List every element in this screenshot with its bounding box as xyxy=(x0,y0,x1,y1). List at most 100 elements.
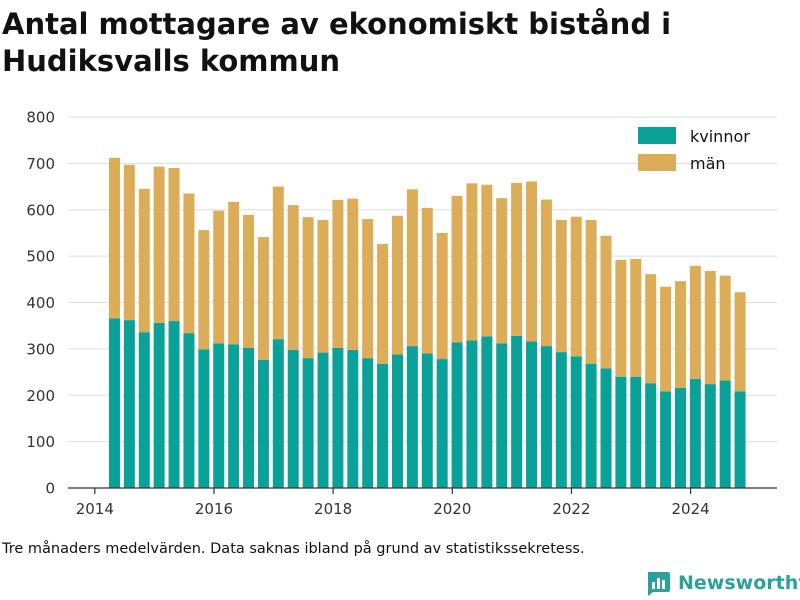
bar-man xyxy=(377,244,389,364)
bar-kvinnor xyxy=(451,342,463,488)
bar-kvinnor xyxy=(377,363,389,488)
bar-kvinnor xyxy=(228,344,240,488)
bar-man xyxy=(555,219,567,353)
brand-name: Newsworthy xyxy=(678,572,800,594)
bar-kvinnor xyxy=(555,352,567,488)
bar-man xyxy=(689,265,701,380)
bar-kvinnor xyxy=(526,341,538,488)
bar-kvinnor xyxy=(362,358,374,488)
bar-kvinnor xyxy=(183,333,195,488)
bar-man xyxy=(108,157,120,319)
y-tick-label: 800 xyxy=(26,109,55,127)
y-tick-label: 0 xyxy=(45,480,55,498)
bar-man xyxy=(391,215,403,355)
bar-man xyxy=(153,166,165,323)
bar-kvinnor xyxy=(421,353,433,488)
x-tick-label: 2018 xyxy=(314,500,352,518)
bar-man xyxy=(451,195,463,343)
y-tick-label: 600 xyxy=(26,201,55,219)
bar-kvinnor xyxy=(138,332,150,488)
bar-kvinnor xyxy=(481,336,493,488)
bar-man xyxy=(630,258,642,377)
bar-kvinnor xyxy=(704,384,716,488)
bar-kvinnor xyxy=(511,335,523,488)
bar-man xyxy=(481,184,493,337)
bar-man xyxy=(168,168,180,322)
bar-kvinnor xyxy=(645,383,657,488)
bar-kvinnor xyxy=(243,347,255,488)
bar-kvinnor xyxy=(689,379,701,488)
bar-man xyxy=(362,219,374,359)
bar-kvinnor xyxy=(168,321,180,488)
bar-man xyxy=(540,199,552,347)
bar-chart-icon xyxy=(648,572,670,596)
bar-man xyxy=(600,235,612,369)
bar-man xyxy=(585,219,597,364)
chart-title: Antal mottagare av ekonomiskt bistånd i … xyxy=(2,7,672,78)
bar-man xyxy=(213,210,225,344)
brand-logo: Newsworthy xyxy=(645,570,800,596)
footnote: Tre månaders medelvärden. Data saknas ib… xyxy=(2,541,585,557)
bar-kvinnor xyxy=(213,343,225,488)
bar-kvinnor xyxy=(630,376,642,488)
bar-kvinnor xyxy=(153,322,165,488)
bar-man xyxy=(287,205,299,350)
y-tick-label: 700 xyxy=(26,155,55,173)
bar-kvinnor xyxy=(615,376,627,488)
bar-kvinnor xyxy=(198,349,210,488)
bar-kvinnor xyxy=(570,356,582,488)
bar-man xyxy=(734,292,746,392)
bar-man xyxy=(615,259,627,377)
bar-man xyxy=(228,201,240,345)
bar-kvinnor xyxy=(734,391,746,488)
legend: kvinnor män xyxy=(638,127,750,173)
y-tick-label: 400 xyxy=(26,294,55,312)
bar-kvinnor xyxy=(585,363,597,488)
legend-swatch-man xyxy=(638,154,676,171)
bar-man xyxy=(660,286,672,392)
bar-man xyxy=(272,186,284,340)
x-axis: 2014 2016 2018 2020 2022 2024 xyxy=(68,487,777,518)
bar-man xyxy=(645,274,657,384)
bar-kvinnor xyxy=(600,368,612,488)
y-tick-label: 100 xyxy=(26,433,55,451)
bar-man xyxy=(406,189,418,347)
bar-man xyxy=(347,198,359,350)
bar-man xyxy=(570,216,582,357)
bar-kvinnor xyxy=(108,318,120,488)
bar-man xyxy=(123,164,135,321)
x-tick-label: 2016 xyxy=(195,500,233,518)
bar-man xyxy=(198,230,210,350)
bar-kvinnor xyxy=(332,347,344,488)
bar-kvinnor xyxy=(302,358,314,488)
bar-kvinnor xyxy=(347,349,359,488)
bar-kvinnor xyxy=(660,391,672,488)
bar-kvinnor xyxy=(272,339,284,488)
bar-man xyxy=(317,219,329,353)
y-tick-label: 200 xyxy=(26,387,55,405)
bar-kvinnor xyxy=(496,343,508,488)
bars xyxy=(108,157,746,488)
bar-kvinnor xyxy=(436,359,448,488)
x-tick-label: 2022 xyxy=(552,500,590,518)
bar-kvinnor xyxy=(391,354,403,488)
bar-kvinnor xyxy=(406,346,418,488)
bar-man xyxy=(466,183,478,341)
y-tick-label: 500 xyxy=(26,248,55,266)
bar-man xyxy=(183,193,195,334)
legend-label-kvinnor: kvinnor xyxy=(690,127,750,146)
y-axis: 0 100 200 300 400 500 600 700 800 xyxy=(26,109,55,498)
bar-kvinnor xyxy=(257,360,269,488)
y-tick-label: 300 xyxy=(26,340,55,358)
x-tick-label: 2020 xyxy=(433,500,471,518)
bar-man xyxy=(436,232,448,360)
bar-man xyxy=(421,207,433,354)
bar-man xyxy=(704,270,716,385)
x-tick-label: 2014 xyxy=(76,500,114,518)
bar-man xyxy=(332,200,344,348)
bar-man xyxy=(138,188,150,333)
bar-man xyxy=(526,181,538,342)
bar-man xyxy=(257,237,269,361)
bar-kvinnor xyxy=(317,352,329,488)
bar-man xyxy=(719,275,731,381)
